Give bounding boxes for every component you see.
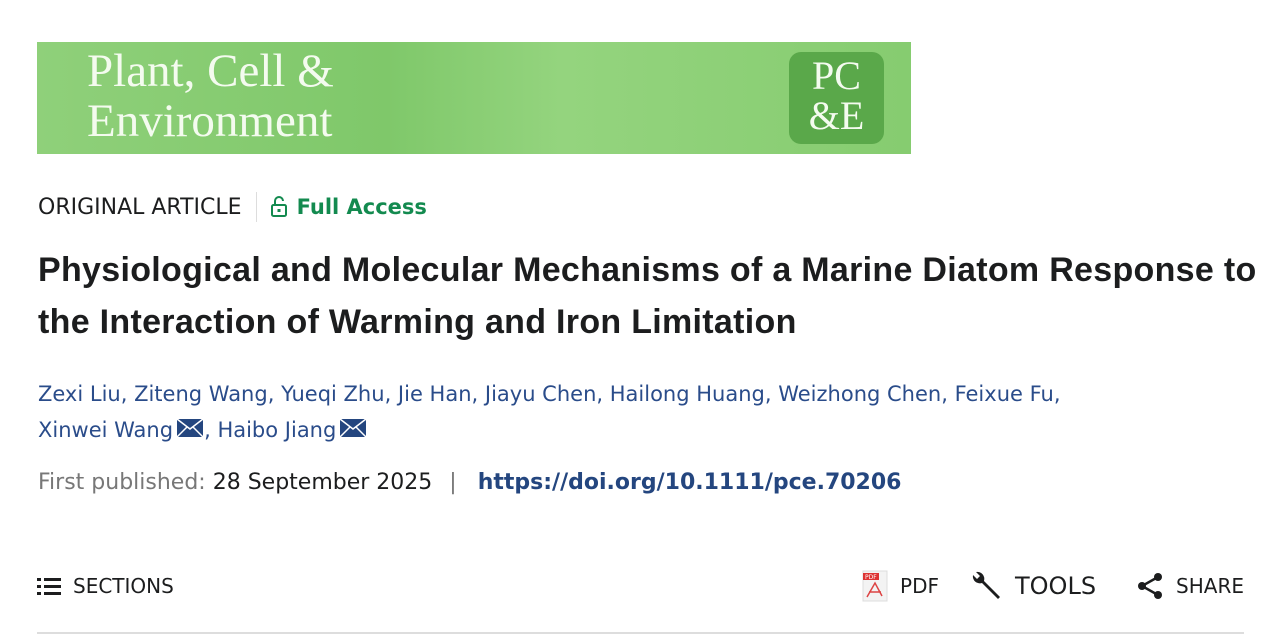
- share-icon: [1138, 573, 1163, 599]
- access-label: Full Access: [296, 195, 427, 219]
- doi-link[interactable]: https://doi.org/10.1111/pce.70206: [477, 470, 902, 495]
- unlock-icon: [270, 196, 287, 217]
- tools-label: TOOLS: [1015, 572, 1097, 600]
- access-badge: Full Access: [270, 195, 427, 219]
- wrench-icon: [972, 571, 1000, 599]
- published-date: 28 September 2025: [212, 470, 433, 495]
- article-toolbar: SECTIONS PDF PDF TOOLS SHARE: [37, 560, 1244, 612]
- author-link[interactable]: Ziteng Wang: [134, 382, 268, 406]
- author-link[interactable]: Xinwei Wang: [38, 418, 174, 442]
- journal-logo: PC &E: [789, 52, 884, 144]
- article-type: ORIGINAL ARTICLE: [38, 194, 242, 220]
- pdf-label: PDF: [900, 574, 939, 598]
- author-link[interactable]: Haibo Jiang: [217, 418, 337, 442]
- journal-title-line2: Environment: [87, 95, 333, 147]
- email-icon[interactable]: [176, 413, 204, 449]
- journal-banner[interactable]: Plant, Cell & Environment PC &E: [37, 42, 911, 154]
- svg-text:PDF: PDF: [865, 574, 877, 581]
- author-list: Zexi Liu, Ziteng Wang, Yueqi Zhu, Jie Ha…: [38, 376, 1238, 449]
- author-link[interactable]: Zexi Liu: [38, 382, 121, 406]
- separator: |: [449, 470, 457, 495]
- tools-button[interactable]: TOOLS: [969, 569, 1096, 603]
- pdf-button[interactable]: PDF PDF: [862, 570, 939, 602]
- article-title: Physiological and Molecular Mechanisms o…: [38, 251, 1257, 341]
- sections-button[interactable]: SECTIONS: [37, 574, 174, 598]
- pdf-icon: PDF: [862, 570, 888, 602]
- published-label: First published:: [38, 470, 206, 495]
- author-link[interactable]: Jiayu Chen: [484, 382, 597, 406]
- author-link[interactable]: Hailong Huang: [609, 382, 765, 406]
- publication-info: First published: 28 September 2025 | htt…: [38, 470, 901, 495]
- journal-title-line1: Plant, Cell &: [87, 45, 334, 97]
- list-icon: [37, 578, 61, 595]
- author-link[interactable]: Feixue Fu: [954, 382, 1054, 406]
- share-label: SHARE: [1176, 574, 1244, 598]
- sections-label: SECTIONS: [73, 574, 174, 598]
- journal-title: Plant, Cell & Environment: [87, 46, 334, 146]
- author-link[interactable]: Weizhong Chen: [778, 382, 942, 406]
- email-icon[interactable]: [339, 413, 367, 449]
- author-link[interactable]: Jie Han: [397, 382, 472, 406]
- author-link[interactable]: Yueqi Zhu: [281, 382, 385, 406]
- divider: [255, 192, 257, 222]
- divider: [37, 632, 1244, 634]
- share-button[interactable]: SHARE: [1136, 572, 1244, 600]
